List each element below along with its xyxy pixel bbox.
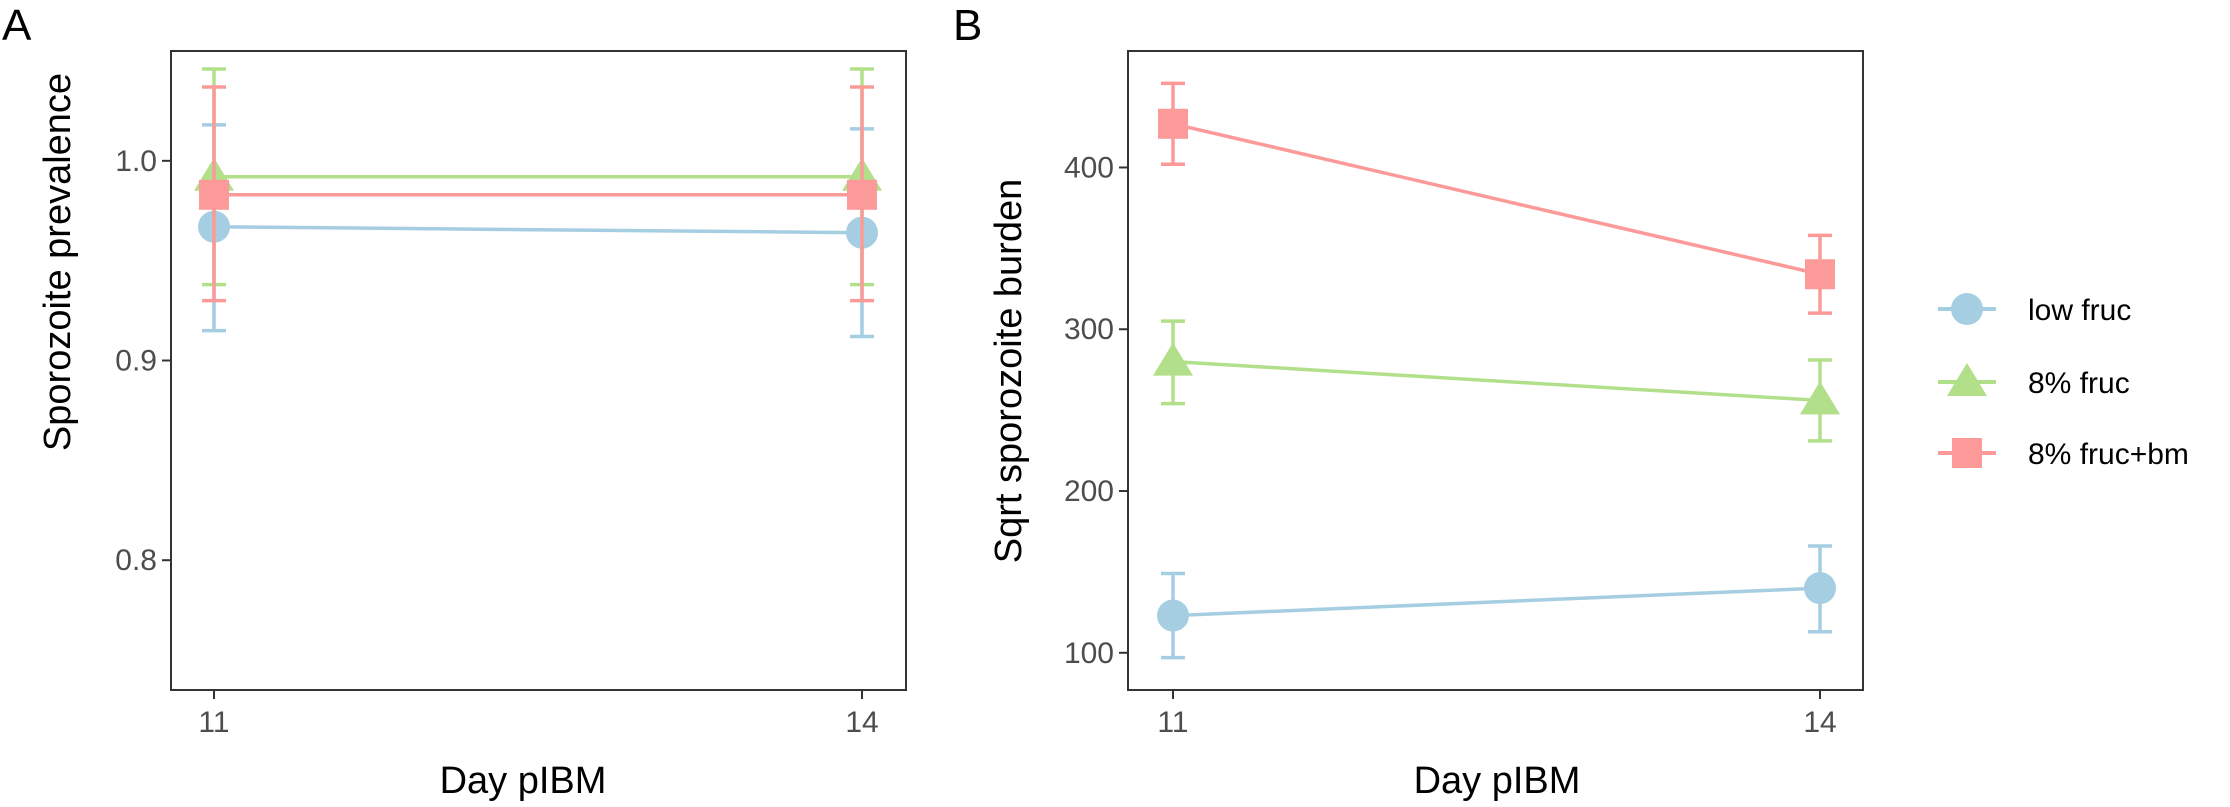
panel-a-y-tick-label: 0.8 — [115, 544, 157, 577]
panel-a-x-tick-label: 11 — [198, 706, 229, 739]
legend-item-8pct-fruc: 8% fruc — [1938, 363, 2130, 400]
panel-b-y-tick-label: 400 — [1064, 151, 1114, 184]
panel-b: B Sqrt sporozoite burden Day pIBM 100 200… — [953, 1, 1864, 802]
panel-a-y-tick-label: 1.0 — [115, 145, 157, 178]
panel-b-data-point — [1805, 259, 1835, 290]
panel-b-y-tick-label: 300 — [1064, 313, 1114, 346]
panel-b-data-point — [1153, 342, 1193, 376]
triangle-marker-icon — [1947, 363, 1987, 396]
panel-b-data-point — [1800, 381, 1840, 415]
legend-item-low-fruc: low fruc — [1938, 293, 2131, 327]
legend: low fruc 8% fruc 8% fruc+bm — [1938, 293, 2189, 471]
panel-a-letter: A — [2, 1, 32, 50]
legend-label-low-fruc: low fruc — [2028, 294, 2131, 327]
panel-b-plot-area: 100 200 300 400 11 14 — [1064, 81, 1840, 739]
panel-a-y-axis-title: Sporozoite prevalence — [37, 73, 79, 451]
panel-b-series-8pct-fruc-bm — [1158, 81, 1835, 315]
circle-marker-icon — [1951, 293, 1983, 325]
panel-b-y-tick-label: 200 — [1064, 475, 1114, 508]
panel-b-y-tick-label: 100 — [1064, 637, 1114, 670]
panel-b-series-low-fruc — [1157, 544, 1836, 660]
panel-b-letter: B — [953, 1, 982, 50]
panel-b-frame — [1127, 50, 1864, 691]
panel-a-series-8pct-fruc — [194, 67, 882, 287]
panel-b-x-tick-label: 11 — [1157, 706, 1188, 739]
panel-a-data-point — [847, 179, 877, 210]
panel-a-x-axis-title: Day pIBM — [440, 760, 607, 802]
legend-label-8pct-fruc: 8% fruc — [2028, 367, 2130, 400]
panel-a-series-8pct-fruc-bm — [199, 85, 877, 303]
panel-a: A Sporozoite prevalence Day pIBM 0.8 0.9 1… — [2, 1, 907, 802]
panel-b-x-axis-title: Day pIBM — [1414, 760, 1581, 802]
panel-a-y-tick-label: 0.9 — [115, 345, 157, 378]
panel-a-series-line — [213, 224, 863, 235]
panel-b-data-point — [1158, 108, 1188, 139]
panel-a-x-tick-label: 14 — [845, 706, 878, 739]
panel-b-series-8pct-fruc — [1153, 319, 1840, 443]
panel-a-series-low-fruc — [198, 123, 878, 339]
panel-b-series-line — [1172, 586, 1821, 618]
panel-a-frame — [170, 50, 907, 691]
panel-a-data-point — [199, 179, 229, 210]
square-marker-icon — [1952, 438, 1982, 468]
legend-label-8pct-fruc-bm: 8% fruc+bm — [2028, 438, 2189, 471]
panel-b-data-point — [1157, 599, 1189, 632]
panel-b-series-line — [1172, 359, 1821, 403]
panel-b-x-tick-label: 14 — [1803, 706, 1836, 739]
panel-a-plot-area: 0.8 0.9 1.0 11 14 — [115, 67, 882, 739]
panel-b-series-line — [1172, 122, 1821, 276]
panel-b-y-axis-title: Sqrt sporozoite burden — [988, 179, 1030, 563]
panel-b-data-point — [1804, 572, 1836, 605]
legend-item-8pct-fruc-bm: 8% fruc+bm — [1938, 438, 2189, 471]
